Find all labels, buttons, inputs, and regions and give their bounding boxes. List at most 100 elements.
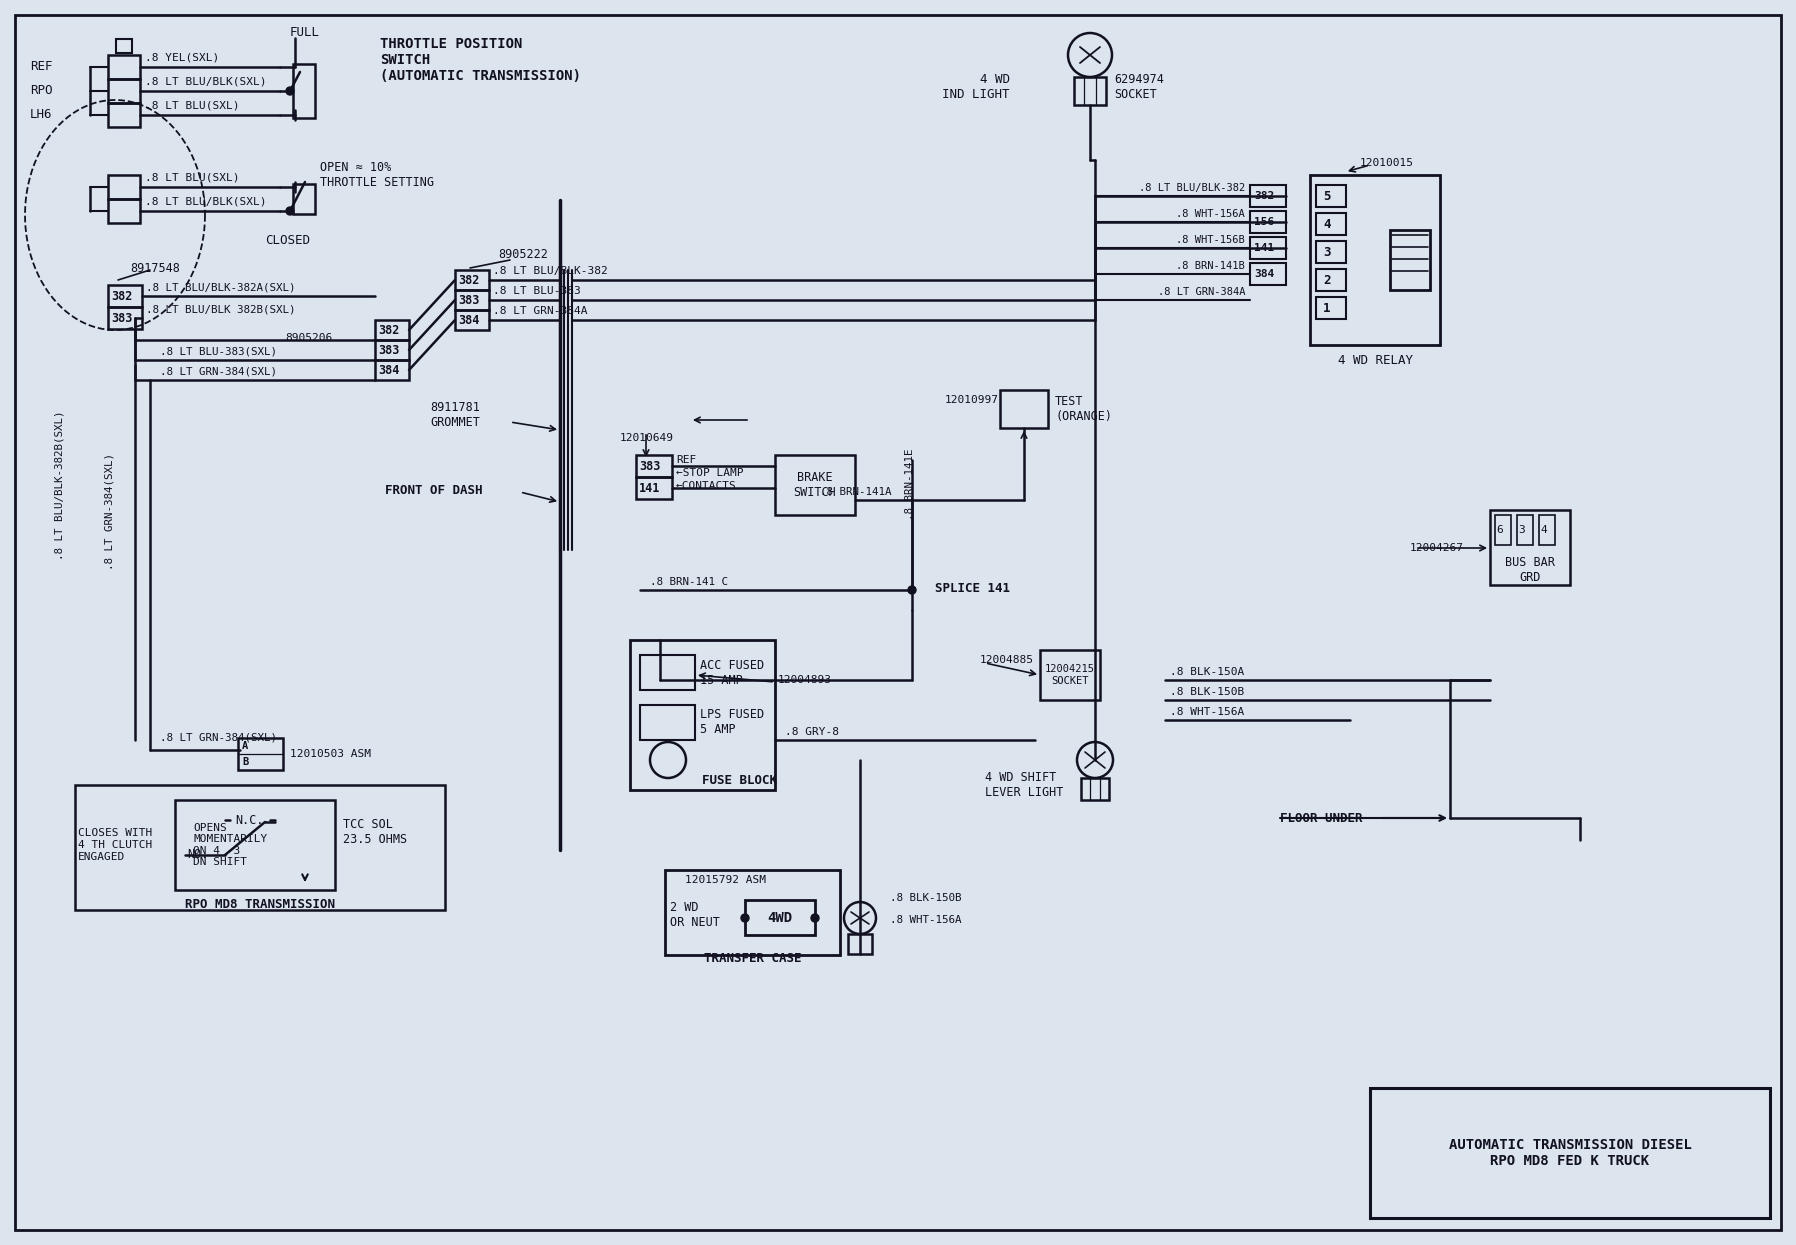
Bar [293, 63, 314, 118]
Text: .8 BLK-150B: .8 BLK-150B [1169, 687, 1245, 697]
Text: 12015792 ASM: 12015792 ASM [684, 875, 767, 885]
Text: 383: 383 [377, 344, 399, 356]
Bar [1494, 515, 1510, 545]
Text: 382: 382 [1254, 190, 1273, 200]
Text: AUTOMATIC TRANSMISSION DIESEL
RPO MD8 FED K TRUCK: AUTOMATIC TRANSMISSION DIESEL RPO MD8 FE… [1449, 1138, 1692, 1168]
Bar [630, 640, 776, 791]
Circle shape [909, 586, 916, 594]
Text: 141: 141 [639, 482, 661, 494]
Bar [1000, 390, 1049, 428]
Text: NO.: NO. [187, 849, 208, 862]
Text: .8 BRN-141B: .8 BRN-141B [1176, 261, 1245, 271]
Text: REF: REF [31, 61, 52, 73]
Bar [1250, 237, 1286, 259]
Text: 2: 2 [1324, 274, 1331, 286]
Text: RPO MD8 TRANSMISSION: RPO MD8 TRANSMISSION [185, 899, 336, 911]
Text: 8917548: 8917548 [129, 261, 180, 274]
Text: ←CONTACTS: ←CONTACTS [675, 481, 736, 491]
Bar [108, 176, 140, 199]
Bar [1309, 176, 1440, 345]
Bar [745, 900, 815, 935]
Text: BRAKE
SWITCH: BRAKE SWITCH [794, 471, 837, 499]
Text: 382: 382 [111, 290, 133, 303]
Text: 12010649: 12010649 [620, 433, 674, 443]
Bar [1316, 298, 1345, 319]
Text: CLOSES WITH
4 TH CLUTCH
ENGAGED: CLOSES WITH 4 TH CLUTCH ENGAGED [77, 828, 153, 862]
Bar [375, 360, 409, 380]
Text: .8 LT BLU-383: .8 LT BLU-383 [492, 286, 580, 296]
Circle shape [286, 207, 295, 215]
Text: .8 LT BLU-383(SXL): .8 LT BLU-383(SXL) [160, 346, 277, 356]
Text: .8 LT BLU/BLK-382: .8 LT BLU/BLK-382 [492, 266, 607, 276]
Text: 6294974
SOCKET: 6294974 SOCKET [1114, 73, 1164, 101]
Bar [454, 290, 489, 310]
Text: .8 LT BLU(SXL): .8 LT BLU(SXL) [145, 101, 239, 111]
Text: 4: 4 [1324, 218, 1331, 230]
Text: .8 LT BLU/BLK-382: .8 LT BLU/BLK-382 [1139, 183, 1245, 193]
Text: 12004267: 12004267 [1410, 543, 1464, 553]
Bar [1250, 263, 1286, 285]
Text: 12010503 ASM: 12010503 ASM [289, 749, 372, 759]
Text: 8911781
GROMMET: 8911781 GROMMET [429, 401, 480, 430]
Text: 4WD: 4WD [767, 911, 792, 925]
Text: 383: 383 [458, 294, 480, 306]
Bar [1390, 230, 1430, 290]
Text: .8 LT GRN-384(SXL): .8 LT GRN-384(SXL) [160, 366, 277, 376]
Text: REF: REF [675, 454, 697, 464]
Text: FUSE BLOCK: FUSE BLOCK [702, 773, 778, 787]
Text: 383: 383 [639, 459, 661, 473]
Text: 12004893: 12004893 [778, 675, 832, 685]
Text: .8 LT BLU/BLK(SXL): .8 LT BLU/BLK(SXL) [145, 197, 266, 207]
Bar [776, 454, 855, 515]
Bar [1316, 213, 1345, 235]
Text: 4 WD SHIFT
LEVER LIGHT: 4 WD SHIFT LEVER LIGHT [984, 771, 1063, 799]
Text: ←STOP LAMP: ←STOP LAMP [675, 468, 744, 478]
Text: .8 LT BLU/BLK(SXL): .8 LT BLU/BLK(SXL) [145, 77, 266, 87]
Bar [239, 738, 284, 769]
Bar [174, 801, 336, 890]
Text: .8 BLK-150B: .8 BLK-150B [891, 893, 961, 903]
Text: .8 YEL(SXL): .8 YEL(SXL) [145, 54, 219, 63]
Bar [639, 655, 695, 690]
Text: 156: 156 [1254, 217, 1273, 227]
Bar [454, 270, 489, 290]
Text: 384: 384 [1254, 269, 1273, 279]
Text: 382: 382 [377, 324, 399, 336]
Text: 3: 3 [1324, 245, 1331, 259]
Text: .8 LT BLU(SXL): .8 LT BLU(SXL) [145, 173, 239, 183]
Text: 12010015: 12010015 [1360, 158, 1413, 168]
Bar [108, 55, 140, 78]
Bar [1074, 77, 1106, 105]
Bar [1316, 269, 1345, 291]
Text: .8 BRN-141A: .8 BRN-141A [821, 487, 891, 497]
Text: RPO: RPO [31, 85, 52, 97]
Text: .8 BRN-141 C: .8 BRN-141 C [650, 576, 727, 586]
Bar [848, 934, 873, 954]
Text: 384: 384 [377, 364, 399, 376]
Text: 383: 383 [111, 311, 133, 325]
Text: OPEN ≈ 10%
THROTTLE SETTING: OPEN ≈ 10% THROTTLE SETTING [320, 161, 435, 189]
Text: 5: 5 [1324, 189, 1331, 203]
Text: 12004885: 12004885 [981, 655, 1034, 665]
Text: .8 WHT-156B: .8 WHT-156B [1176, 235, 1245, 245]
Text: CLOSED: CLOSED [266, 234, 311, 247]
Bar [636, 454, 672, 477]
Text: 3: 3 [1519, 525, 1525, 535]
Text: 2 WD
OR NEUT: 2 WD OR NEUT [670, 901, 720, 929]
Bar [108, 285, 142, 308]
Text: A: A [242, 741, 248, 751]
Text: 4: 4 [1541, 525, 1548, 535]
Bar [1539, 515, 1555, 545]
Text: BUS BAR
GRD: BUS BAR GRD [1505, 557, 1555, 584]
Bar [375, 320, 409, 340]
Text: 141: 141 [1254, 243, 1273, 253]
Text: 382: 382 [458, 274, 480, 286]
Bar [1250, 186, 1286, 207]
Text: B: B [242, 757, 248, 767]
Circle shape [286, 87, 295, 95]
Bar [1491, 510, 1570, 585]
Text: 12010997: 12010997 [945, 395, 999, 405]
Text: .8 LT GRN-384A: .8 LT GRN-384A [492, 306, 587, 316]
Text: .8 WHT-156A: .8 WHT-156A [1176, 209, 1245, 219]
Text: FRONT OF DASH: FRONT OF DASH [384, 483, 483, 497]
